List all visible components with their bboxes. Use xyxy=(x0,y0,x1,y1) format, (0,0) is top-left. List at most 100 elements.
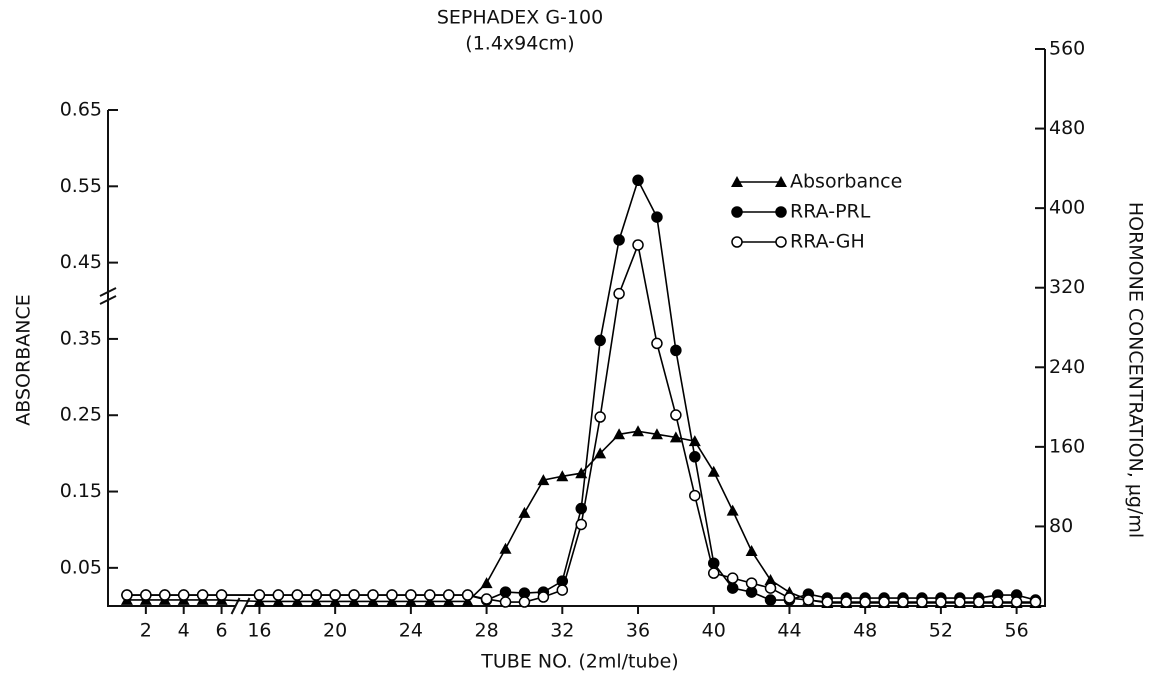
marker xyxy=(461,595,474,607)
marker xyxy=(731,236,743,248)
marker xyxy=(499,586,512,598)
marker xyxy=(726,582,739,594)
marker xyxy=(613,428,626,440)
x-tick-label: 48 xyxy=(853,620,877,642)
marker xyxy=(177,589,190,601)
series-line xyxy=(126,242,1036,603)
x-tick-label: 4 xyxy=(178,620,190,642)
marker xyxy=(480,577,493,589)
marker xyxy=(518,596,531,608)
marker xyxy=(442,589,455,601)
marker xyxy=(404,595,417,607)
y-tick-label: 0.35 xyxy=(60,327,102,349)
marker xyxy=(480,593,493,605)
marker xyxy=(775,206,787,218)
marker xyxy=(916,596,928,608)
marker xyxy=(556,470,569,482)
marker xyxy=(651,211,663,223)
marker xyxy=(424,589,436,601)
marker xyxy=(764,574,777,586)
marker xyxy=(367,595,380,607)
x-tick-label: 20 xyxy=(323,620,347,642)
marker xyxy=(291,595,304,607)
marker xyxy=(594,334,606,347)
marker xyxy=(575,518,587,531)
marker xyxy=(461,589,474,601)
marker xyxy=(556,584,569,596)
marker xyxy=(670,409,682,421)
marker xyxy=(878,596,890,608)
x-tick-label: 52 xyxy=(929,620,953,642)
chart-subtitle: (1.4x94cm) xyxy=(465,33,574,55)
x-tick-label: 56 xyxy=(1005,620,1029,642)
marker xyxy=(196,589,209,601)
legend-label: RRA-GH xyxy=(790,231,865,253)
marker xyxy=(991,596,1004,608)
marker xyxy=(954,596,966,608)
marker xyxy=(537,474,550,486)
marker xyxy=(783,592,796,604)
marker xyxy=(310,595,323,607)
marker xyxy=(632,425,645,437)
marker xyxy=(613,234,625,246)
marker xyxy=(594,447,607,459)
y-tick-label: 0.25 xyxy=(60,404,102,426)
marker xyxy=(935,596,947,608)
y-tick-label: 0.45 xyxy=(60,251,102,273)
marker xyxy=(745,545,758,557)
marker xyxy=(310,589,322,601)
legend-label: Absorbance xyxy=(790,171,902,193)
x-tick-label: 32 xyxy=(550,620,574,642)
marker xyxy=(215,589,228,601)
marker xyxy=(775,236,787,248)
marker xyxy=(329,595,342,607)
marker xyxy=(972,596,985,608)
x-tick-label: 16 xyxy=(247,620,271,642)
marker xyxy=(367,589,379,601)
y2-axis-label: HORMONE CONCENTRATION, µg/ml xyxy=(1125,202,1147,538)
y2-tick-label: 80 xyxy=(1049,515,1073,537)
x-tick-label: 28 xyxy=(474,620,498,642)
marker xyxy=(121,589,133,601)
marker xyxy=(632,174,644,187)
marker xyxy=(670,344,682,357)
marker xyxy=(499,542,512,554)
marker xyxy=(689,489,701,502)
x-axis-label: TUBE NO. (2ml/tube) xyxy=(480,651,678,673)
x-tick-label: 44 xyxy=(777,620,801,642)
marker xyxy=(594,411,606,423)
marker xyxy=(253,589,266,601)
y2-tick-label: 240 xyxy=(1049,356,1085,378)
x-tick-label: 36 xyxy=(626,620,650,642)
marker xyxy=(669,431,682,443)
marker xyxy=(159,589,171,601)
marker xyxy=(423,595,436,607)
x-tick-label: 2 xyxy=(140,620,152,642)
marker xyxy=(1029,596,1042,608)
y-axis-break xyxy=(99,295,117,305)
marker xyxy=(386,589,398,601)
marker xyxy=(442,595,455,607)
y-tick-label: 0.15 xyxy=(60,480,102,502)
marker xyxy=(689,451,701,463)
marker xyxy=(613,287,625,300)
marker xyxy=(272,589,285,601)
series-line xyxy=(126,430,1036,604)
y2-tick-label: 320 xyxy=(1049,276,1085,298)
marker xyxy=(859,596,871,608)
chart-title: SEPHADEX G-100 xyxy=(437,7,603,29)
y2-tick-label: 160 xyxy=(1049,435,1085,457)
marker xyxy=(775,176,787,187)
marker xyxy=(897,596,909,608)
marker xyxy=(499,596,512,608)
y-tick-label: 0.65 xyxy=(60,99,102,121)
marker xyxy=(726,504,739,516)
marker xyxy=(329,589,341,601)
series-line xyxy=(126,178,1036,601)
marker xyxy=(731,206,743,218)
marker xyxy=(650,428,663,440)
marker xyxy=(707,465,720,477)
marker xyxy=(764,594,777,606)
y-axis-label: ABSORBANCE xyxy=(13,294,35,425)
marker xyxy=(764,582,777,594)
